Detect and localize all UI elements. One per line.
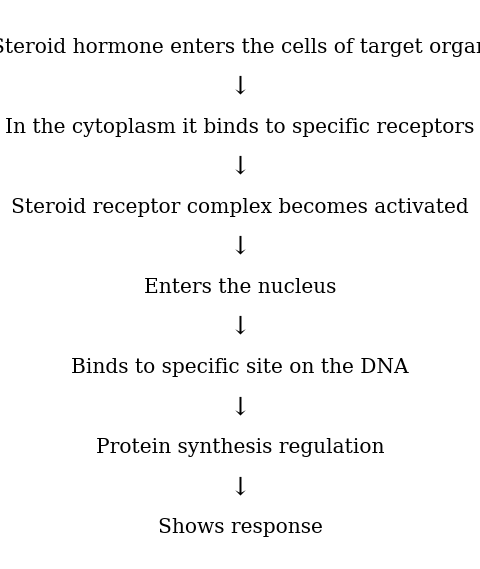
Text: ↓: ↓ — [229, 76, 251, 98]
Text: Shows response: Shows response — [157, 518, 323, 537]
Text: Steroid hormone enters the cells of target organ: Steroid hormone enters the cells of targ… — [0, 38, 480, 56]
Text: ↓: ↓ — [229, 236, 251, 259]
Text: Protein synthesis regulation: Protein synthesis regulation — [96, 438, 384, 457]
Text: ↓: ↓ — [229, 316, 251, 339]
Text: Steroid receptor complex becomes activated: Steroid receptor complex becomes activat… — [11, 198, 469, 217]
Text: In the cytoplasm it binds to specific receptors: In the cytoplasm it binds to specific re… — [5, 118, 475, 137]
Text: ↓: ↓ — [229, 476, 251, 499]
Text: Binds to specific site on the DNA: Binds to specific site on the DNA — [71, 358, 409, 377]
Text: Enters the nucleus: Enters the nucleus — [144, 278, 336, 297]
Text: ↓: ↓ — [229, 156, 251, 179]
Text: ↓: ↓ — [229, 396, 251, 419]
